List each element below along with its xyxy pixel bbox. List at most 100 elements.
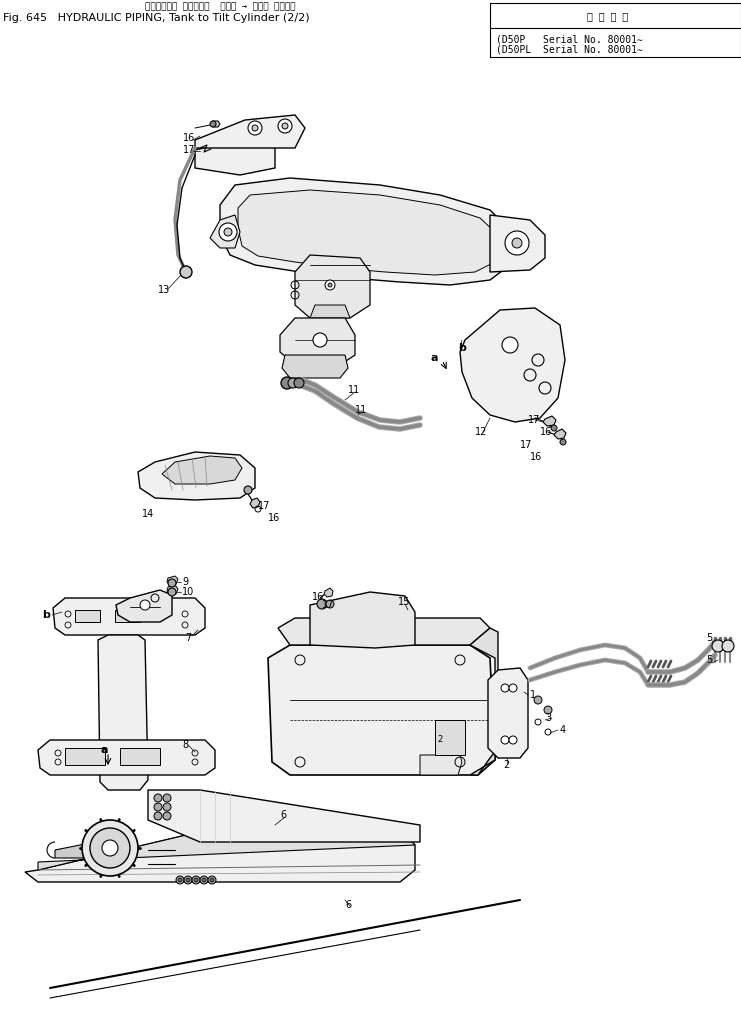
- Circle shape: [224, 228, 232, 236]
- Text: ハイドロック パイピング  タンク → チルト シリンダ: ハイドロック パイピング タンク → チルト シリンダ: [145, 2, 296, 11]
- Polygon shape: [167, 585, 178, 595]
- Circle shape: [281, 377, 293, 388]
- Text: 16: 16: [268, 513, 280, 523]
- Text: 6: 6: [345, 900, 351, 910]
- Text: 4: 4: [560, 725, 566, 735]
- Polygon shape: [116, 590, 172, 622]
- Text: 2: 2: [437, 735, 442, 744]
- Text: 6: 6: [280, 810, 286, 820]
- Text: 17: 17: [258, 501, 270, 511]
- Circle shape: [509, 736, 517, 744]
- Circle shape: [317, 599, 327, 609]
- Circle shape: [551, 425, 557, 431]
- Polygon shape: [435, 720, 465, 755]
- Polygon shape: [460, 308, 565, 422]
- Text: 16: 16: [540, 427, 552, 437]
- Circle shape: [244, 486, 252, 494]
- Circle shape: [248, 121, 262, 135]
- Polygon shape: [167, 576, 178, 585]
- Circle shape: [168, 579, 176, 587]
- Text: 5: 5: [706, 633, 712, 643]
- Circle shape: [313, 333, 327, 347]
- Text: 16: 16: [183, 133, 195, 143]
- Circle shape: [512, 238, 522, 248]
- Circle shape: [90, 828, 130, 868]
- Polygon shape: [310, 305, 350, 318]
- Circle shape: [200, 876, 208, 884]
- Text: 10: 10: [182, 587, 194, 597]
- Circle shape: [252, 125, 258, 131]
- Circle shape: [176, 876, 184, 884]
- Circle shape: [154, 794, 162, 802]
- Polygon shape: [488, 668, 528, 758]
- Circle shape: [163, 794, 171, 802]
- Circle shape: [502, 337, 518, 353]
- Text: 9: 9: [182, 577, 188, 587]
- Text: (D50PL  Serial No. 80001∼: (D50PL Serial No. 80001∼: [496, 44, 643, 54]
- Circle shape: [282, 123, 288, 129]
- Circle shape: [168, 588, 176, 596]
- Text: 11: 11: [355, 405, 368, 415]
- Text: b: b: [42, 610, 50, 620]
- Polygon shape: [282, 355, 348, 378]
- Polygon shape: [490, 215, 545, 272]
- Polygon shape: [470, 629, 498, 775]
- Circle shape: [288, 378, 298, 388]
- Circle shape: [294, 378, 304, 388]
- Circle shape: [208, 876, 216, 884]
- Polygon shape: [268, 645, 495, 775]
- Polygon shape: [220, 178, 510, 285]
- Circle shape: [154, 812, 162, 820]
- Text: 8: 8: [182, 740, 188, 750]
- Polygon shape: [53, 598, 205, 635]
- Polygon shape: [295, 255, 370, 318]
- Text: 7: 7: [185, 633, 191, 643]
- Polygon shape: [543, 416, 556, 426]
- Text: 16: 16: [530, 452, 542, 462]
- Circle shape: [82, 820, 138, 876]
- Circle shape: [328, 283, 332, 287]
- Text: 2: 2: [503, 760, 509, 770]
- Text: 16: 16: [312, 592, 325, 602]
- Polygon shape: [211, 121, 220, 127]
- Circle shape: [192, 876, 200, 884]
- Circle shape: [210, 121, 216, 127]
- Circle shape: [219, 223, 237, 241]
- Circle shape: [140, 600, 150, 610]
- Polygon shape: [280, 318, 355, 365]
- Circle shape: [154, 803, 162, 811]
- Circle shape: [210, 878, 214, 882]
- Circle shape: [180, 266, 192, 278]
- Text: a: a: [430, 353, 437, 363]
- Polygon shape: [278, 618, 490, 645]
- Text: 5: 5: [706, 655, 712, 665]
- Circle shape: [178, 878, 182, 882]
- Text: 17: 17: [520, 440, 532, 450]
- Circle shape: [325, 280, 335, 290]
- Text: a: a: [100, 745, 107, 755]
- Text: 1: 1: [530, 690, 536, 700]
- Circle shape: [202, 878, 206, 882]
- Circle shape: [560, 439, 566, 445]
- Polygon shape: [324, 588, 333, 597]
- Polygon shape: [75, 610, 100, 622]
- Polygon shape: [238, 190, 495, 275]
- Polygon shape: [115, 610, 140, 622]
- Text: 17: 17: [528, 415, 540, 425]
- Text: 12: 12: [475, 427, 488, 437]
- Polygon shape: [162, 456, 242, 484]
- Polygon shape: [250, 498, 260, 508]
- Circle shape: [501, 684, 509, 692]
- Text: 14: 14: [142, 508, 154, 519]
- Polygon shape: [210, 215, 240, 248]
- Polygon shape: [25, 820, 415, 882]
- Text: Fig. 645   HYDRAULIC PIPING, Tank to Tilt Cylinder (2/2): Fig. 645 HYDRAULIC PIPING, Tank to Tilt …: [3, 13, 310, 23]
- Circle shape: [509, 684, 517, 692]
- Text: 13: 13: [158, 285, 170, 295]
- Text: (D50P   Serial No. 80001∼: (D50P Serial No. 80001∼: [496, 34, 643, 44]
- Polygon shape: [148, 790, 420, 842]
- Circle shape: [194, 878, 198, 882]
- Polygon shape: [195, 115, 305, 148]
- Circle shape: [326, 600, 334, 608]
- Circle shape: [102, 840, 118, 856]
